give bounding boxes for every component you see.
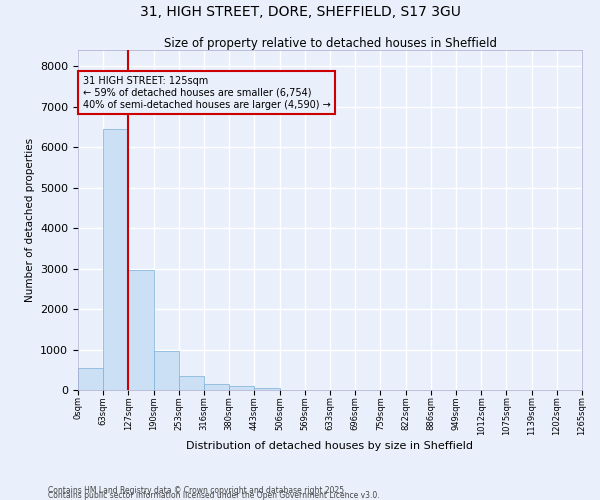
X-axis label: Distribution of detached houses by size in Sheffield: Distribution of detached houses by size … <box>187 441 473 451</box>
Bar <box>154 350 179 390</box>
Bar <box>128 270 154 390</box>
Bar <box>78 368 103 390</box>
Text: Contains public sector information licensed under the Open Government Licence v3: Contains public sector information licen… <box>48 490 380 500</box>
Text: Contains HM Land Registry data © Crown copyright and database right 2025.: Contains HM Land Registry data © Crown c… <box>48 486 347 495</box>
Bar <box>254 388 280 390</box>
Bar <box>204 384 229 390</box>
Text: 31, HIGH STREET, DORE, SHEFFIELD, S17 3GU: 31, HIGH STREET, DORE, SHEFFIELD, S17 3G… <box>140 5 460 19</box>
Title: Size of property relative to detached houses in Sheffield: Size of property relative to detached ho… <box>163 37 497 50</box>
Text: 31 HIGH STREET: 125sqm
← 59% of detached houses are smaller (6,754)
40% of semi-: 31 HIGH STREET: 125sqm ← 59% of detached… <box>83 76 330 110</box>
Bar <box>229 386 254 390</box>
Bar <box>179 376 204 390</box>
Y-axis label: Number of detached properties: Number of detached properties <box>25 138 35 302</box>
Bar <box>103 129 128 390</box>
